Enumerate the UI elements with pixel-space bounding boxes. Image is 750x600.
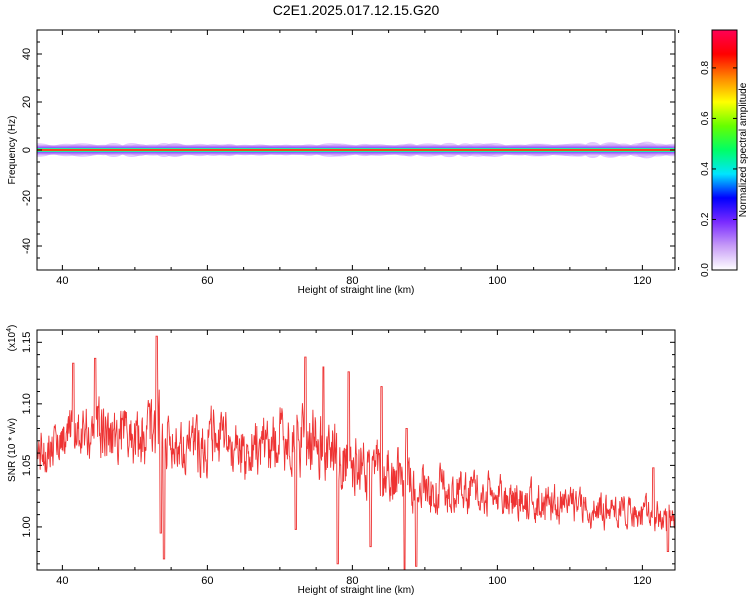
- colorbar: 0.0 0.2 0.4 0.6 0.8 Normalized spectral ampl…: [700, 29, 749, 277]
- spectrogram-x-tick-label: 80: [346, 275, 358, 287]
- spectrogram-x-tick-label: 40: [56, 275, 68, 287]
- colorbar-ramp: [712, 30, 737, 270]
- colorbar-label: Normalized spectral amplitude: [738, 82, 749, 217]
- colorbar-tick-label: 0.4: [700, 162, 711, 176]
- snr-panel: 40 60 80 100 120 1.15 1.10 1.05 1.00 Height of s…: [6, 325, 676, 596]
- colorbar-frame: [711, 29, 738, 271]
- spectrogram-y-label: Frequency (Hz): [7, 116, 18, 185]
- page-title: C2E1.2025.017.12.15.G20: [273, 2, 440, 18]
- snr-y-tick-label: 1.15: [21, 332, 33, 353]
- spectrogram-panel: 40 60 80 100 120 40 20 0 -20 -40 Height of straig…: [7, 29, 680, 296]
- snr-x-tick-label: 40: [56, 575, 68, 587]
- snr-frame: [36, 329, 676, 571]
- spectrogram-x-tick-label: 120: [633, 275, 651, 287]
- snr-y-tick-label: 1.05: [21, 455, 33, 476]
- spectrogram-axes: 40 60 80 100 120 40 20 0 -20 -40: [21, 29, 680, 287]
- snr-y-label: SNR (10 * v/v): [7, 418, 18, 482]
- snr-axes: 40 60 80 100 120 1.15 1.10 1.05 1.00: [21, 330, 675, 587]
- snr-x-label: Height of straight line (km): [298, 585, 415, 596]
- colorbar-tick-label: 0.6: [700, 111, 711, 125]
- snr-x-tick-label: 100: [488, 575, 506, 587]
- spectrogram-x-tick-label: 100: [488, 275, 506, 287]
- spectrogram-y-tick-label: 40: [21, 48, 33, 60]
- spectrogram-x-tick-label: 60: [201, 275, 213, 287]
- colorbar-tick-label: 0.2: [700, 212, 711, 226]
- snr-scale-close: ): [7, 325, 18, 328]
- snr-y-tick-label: 1.00: [21, 516, 33, 537]
- colorbar-tick-label: 0.8: [700, 61, 711, 75]
- snr-y-tick-label: 1.10: [21, 393, 33, 414]
- spectrogram-body: [37, 141, 675, 159]
- spectrogram-y-tick-label: -40: [21, 238, 33, 254]
- snr-plot-body: [37, 335, 675, 570]
- snr-scale-exponent: 4: [6, 328, 13, 332]
- spectrogram-y-tick-label: 20: [21, 96, 33, 108]
- snr-trace: [37, 335, 675, 570]
- colorbar-axes: 0.0 0.2 0.4 0.6 0.8: [700, 29, 738, 277]
- svg-text:(x104): (x104): [6, 325, 18, 352]
- snr-scale-factor: (x104): [6, 325, 18, 352]
- colorbar-tick-label: 0.0: [700, 263, 711, 277]
- spectrogram-y-tick-label: -20: [21, 190, 33, 206]
- snr-scale-label: (x10: [7, 331, 18, 351]
- spectrogram-x-label: Height of straight line (km): [298, 285, 415, 296]
- spectrogram-y-tick-label: 0: [21, 147, 33, 153]
- snr-x-tick-label: 60: [201, 575, 213, 587]
- snr-x-tick-label: 80: [346, 575, 358, 587]
- snr-x-tick-label: 120: [633, 575, 651, 587]
